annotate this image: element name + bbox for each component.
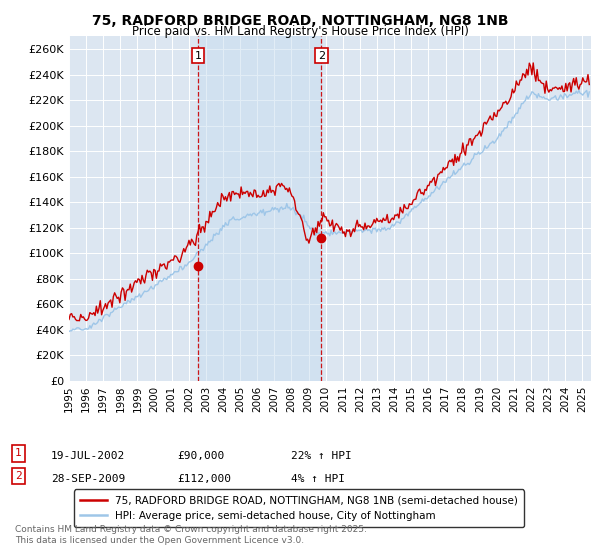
Text: 1: 1 (15, 449, 22, 459)
Text: 4% ↑ HPI: 4% ↑ HPI (291, 474, 345, 484)
Text: 2: 2 (15, 471, 22, 481)
Text: Price paid vs. HM Land Registry's House Price Index (HPI): Price paid vs. HM Land Registry's House … (131, 25, 469, 38)
Text: 22% ↑ HPI: 22% ↑ HPI (291, 451, 352, 461)
Legend: 75, RADFORD BRIDGE ROAD, NOTTINGHAM, NG8 1NB (semi-detached house), HPI: Average: 75, RADFORD BRIDGE ROAD, NOTTINGHAM, NG8… (74, 489, 524, 527)
Text: Contains HM Land Registry data © Crown copyright and database right 2025.
This d: Contains HM Land Registry data © Crown c… (15, 525, 367, 545)
Text: 1: 1 (195, 50, 202, 60)
Text: 2: 2 (318, 50, 325, 60)
Text: £90,000: £90,000 (177, 451, 224, 461)
Text: 75, RADFORD BRIDGE ROAD, NOTTINGHAM, NG8 1NB: 75, RADFORD BRIDGE ROAD, NOTTINGHAM, NG8… (92, 14, 508, 28)
Text: £112,000: £112,000 (177, 474, 231, 484)
Text: 19-JUL-2002: 19-JUL-2002 (51, 451, 125, 461)
Text: 28-SEP-2009: 28-SEP-2009 (51, 474, 125, 484)
Bar (198, 36, 322, 381)
